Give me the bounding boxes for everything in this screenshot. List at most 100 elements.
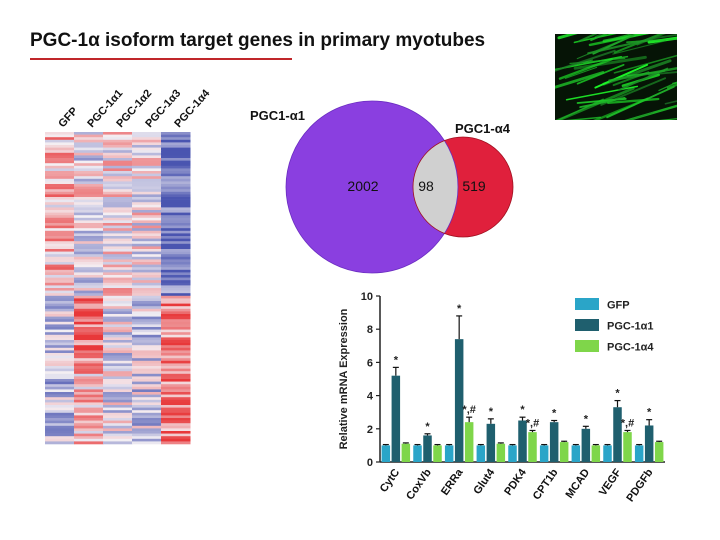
significance-marker: * bbox=[457, 303, 462, 315]
heatmap-cell bbox=[103, 285, 133, 289]
heatmap-cell bbox=[161, 228, 191, 232]
heatmap-cell bbox=[161, 431, 191, 434]
significance-marker: * bbox=[425, 421, 430, 433]
heatmap-cell bbox=[132, 303, 162, 307]
heatmap-cell bbox=[45, 397, 75, 401]
heatmap-cell bbox=[103, 334, 133, 338]
heatmap-cell bbox=[103, 441, 133, 445]
heatmap-cell bbox=[161, 340, 191, 343]
heatmap-cell bbox=[161, 334, 191, 338]
heatmap-cell bbox=[74, 301, 104, 304]
heatmap-cell bbox=[74, 225, 104, 229]
heatmap-cell bbox=[161, 394, 191, 398]
bar-cytc-series-0 bbox=[381, 445, 391, 462]
heatmap-cell bbox=[103, 176, 133, 180]
heatmap-cell bbox=[74, 256, 104, 260]
heatmap-cell bbox=[103, 327, 133, 330]
heatmap-cell bbox=[74, 332, 104, 336]
heatmap-cell bbox=[74, 355, 104, 359]
heatmap-cell bbox=[74, 173, 104, 177]
heatmap-cell bbox=[103, 410, 133, 414]
heatmap-cell bbox=[103, 311, 133, 315]
heatmap-cell bbox=[74, 389, 104, 393]
heatmap-cell bbox=[45, 269, 75, 273]
heatmap-cell bbox=[103, 217, 133, 221]
heatmap-cell bbox=[45, 301, 75, 304]
heatmap-cell bbox=[103, 199, 133, 203]
heatmap-cell bbox=[74, 134, 104, 138]
heatmap-cell bbox=[161, 139, 191, 143]
heatmap-cell bbox=[74, 345, 104, 349]
heatmap-cell bbox=[132, 139, 162, 143]
heatmap-cell bbox=[45, 150, 75, 154]
heatmap-cell bbox=[45, 392, 75, 395]
heatmap-cell bbox=[132, 366, 162, 369]
heatmap-cell bbox=[74, 392, 104, 395]
heatmap-cell bbox=[161, 197, 191, 200]
heatmap-cell bbox=[161, 176, 191, 180]
heatmap-cell bbox=[45, 189, 75, 193]
heatmap-cell bbox=[132, 373, 162, 377]
venn-overlap bbox=[413, 137, 458, 237]
heatmap-cell bbox=[132, 178, 162, 182]
heatmap-cell bbox=[45, 199, 75, 203]
heatmap-cell bbox=[74, 230, 104, 234]
heatmap-cell bbox=[132, 134, 162, 138]
heatmap-cell bbox=[103, 373, 133, 377]
heatmap-cell bbox=[45, 142, 75, 146]
heatmap-cell bbox=[103, 277, 133, 281]
heatmap-cell bbox=[45, 319, 75, 323]
venn-right-label: PGC1-α4 bbox=[455, 121, 511, 136]
heatmap-cell bbox=[161, 355, 191, 359]
heatmap-cell bbox=[161, 262, 191, 265]
heatmap-cell bbox=[74, 436, 104, 440]
heatmap-cell bbox=[103, 347, 133, 351]
heatmap-cell bbox=[132, 254, 162, 258]
heatmap-cell bbox=[132, 425, 162, 429]
heatmap-cell bbox=[132, 186, 162, 190]
heatmap-cell bbox=[103, 262, 133, 265]
heatmap-cell bbox=[45, 329, 75, 333]
heatmap-cell bbox=[132, 145, 162, 148]
heatmap-cell bbox=[161, 347, 191, 351]
heatmap-cell bbox=[132, 228, 162, 232]
heatmap-cell bbox=[45, 428, 75, 432]
heatmap-cell bbox=[132, 368, 162, 372]
heatmap-cell bbox=[45, 158, 75, 161]
heatmap-cell bbox=[45, 311, 75, 315]
heatmap-cell bbox=[103, 319, 133, 323]
heatmap-cell bbox=[161, 132, 191, 135]
heatmap-cell bbox=[161, 301, 191, 304]
heatmap-cell bbox=[103, 350, 133, 354]
heatmap-cell bbox=[132, 381, 162, 385]
heatmap-cell bbox=[74, 337, 104, 341]
heatmap-cell bbox=[132, 267, 162, 271]
heatmap-cell bbox=[45, 342, 75, 346]
heatmap-cell bbox=[132, 295, 162, 299]
heatmap-cell bbox=[161, 397, 191, 401]
heatmap-cell bbox=[161, 420, 191, 424]
heatmap-cell bbox=[74, 243, 104, 247]
heatmap-cell bbox=[103, 251, 133, 255]
heatmap-cell bbox=[103, 145, 133, 148]
heatmap-cell bbox=[132, 238, 162, 242]
heatmap-cell bbox=[74, 228, 104, 232]
x-tick-label: ERRa bbox=[439, 466, 466, 498]
heatmap-cell bbox=[103, 246, 133, 250]
heatmap-cell bbox=[74, 275, 104, 278]
significance-marker: * bbox=[647, 407, 652, 419]
heatmap-cell bbox=[45, 207, 75, 211]
heatmap-cell bbox=[103, 407, 133, 411]
heatmap-cell bbox=[45, 420, 75, 424]
heatmap-cell bbox=[103, 423, 133, 427]
heatmap-cell bbox=[161, 433, 191, 437]
heatmap-cell bbox=[161, 311, 191, 315]
heatmap-cell bbox=[74, 433, 104, 437]
heatmap-cell bbox=[103, 212, 133, 216]
heatmap-cell bbox=[103, 171, 133, 174]
heatmap-cell bbox=[132, 241, 162, 245]
heatmap-cell bbox=[74, 215, 104, 219]
heatmap-cell bbox=[74, 418, 104, 421]
heatmap-cell bbox=[45, 160, 75, 164]
heatmap-cell bbox=[74, 277, 104, 281]
